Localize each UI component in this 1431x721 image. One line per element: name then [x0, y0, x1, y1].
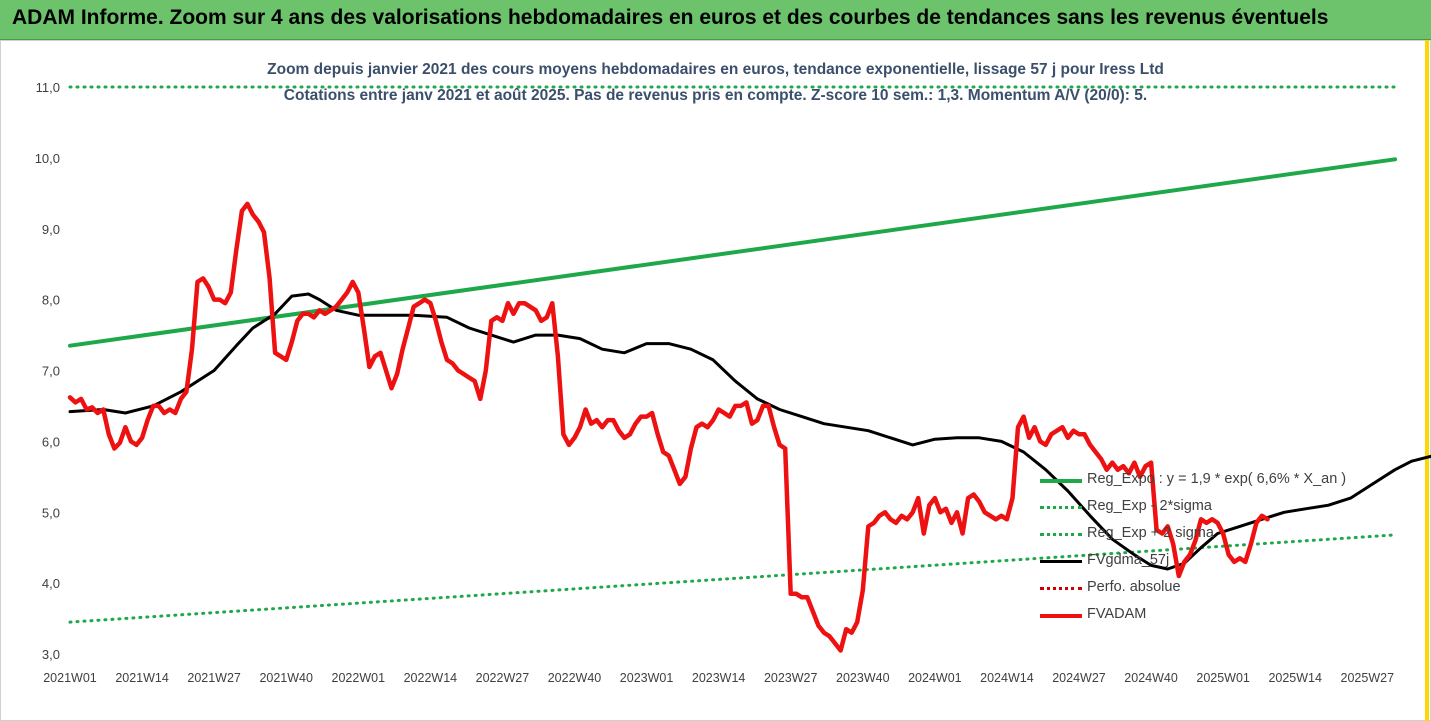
x-tick-label: 2023W40: [836, 671, 890, 685]
legend-label: Reg_Exp + 2 sigma: [1087, 525, 1214, 541]
x-tick-label: 2021W01: [43, 671, 97, 685]
series-line-fvgdma-57j: [68, 292, 1431, 571]
x-tick-label: 2023W01: [620, 671, 674, 685]
x-tick-label: 2021W40: [259, 671, 313, 685]
series-layer: [67, 85, 1431, 653]
y-tick-label: 9,0: [42, 222, 60, 237]
x-tick-label: 2021W27: [187, 671, 241, 685]
x-axis-labels: 2021W01 2021W14 2021W27 2021W40 2022W01 2022W…: [43, 671, 1394, 685]
y-tick-label: 6,0: [42, 434, 60, 449]
y-tick-label: 5,0: [42, 505, 60, 520]
x-tick-label: 2024W27: [1052, 671, 1106, 685]
legend-label: Perfo. absolue: [1087, 579, 1181, 595]
x-tick-label: 2025W27: [1341, 671, 1395, 685]
legend-label: FVADAM: [1087, 606, 1147, 622]
y-tick-label: 10,0: [35, 151, 60, 166]
x-tick-label: 2021W14: [115, 671, 169, 685]
legend-swatch: [1040, 479, 1082, 483]
y-tick-label: 3,0: [42, 647, 60, 662]
x-tick-label: 2023W27: [764, 671, 818, 685]
legend-label: FVgdma_57j: [1087, 552, 1170, 568]
x-tick-label: 2025W14: [1268, 671, 1322, 685]
legend-label: Reg_Expo : y = 1,9 * exp( 6,6% * X_an ): [1087, 471, 1347, 487]
x-tick-label: 2025W01: [1196, 671, 1250, 685]
chart-title: Zoom depuis janvier 2021 des cours moyen…: [267, 61, 1164, 78]
x-tick-label: 2022W27: [476, 671, 530, 685]
legend-item-reg-expo: Reg_Expo : y = 1,9 * exp( 6,6% * X_an ): [1040, 470, 1370, 490]
series-line-reg-expo: [68, 157, 1397, 348]
title-banner: ADAM Informe. Zoom sur 4 ans des valoris…: [0, 0, 1431, 40]
legend-swatch: [1040, 560, 1082, 563]
x-tick-label: 2024W40: [1124, 671, 1178, 685]
x-tick-label: 2024W01: [908, 671, 962, 685]
frame-edge-accent: [1425, 40, 1429, 721]
series-line-fvadam: [67, 201, 1270, 653]
y-tick-label: 7,0: [42, 364, 60, 379]
chart-subtitle: Cotations entre janv 2021 et août 2025. …: [283, 87, 1148, 104]
x-tick-label: 2023W14: [692, 671, 746, 685]
y-tick-label: 8,0: [42, 293, 60, 308]
legend-item-fvgdma-57j: FVgdma_57j: [1040, 551, 1370, 571]
legend-item-reg-minus-2sigma: Reg_Exp - 2*sigma: [1040, 497, 1370, 517]
y-tick-label: 4,0: [42, 576, 60, 591]
legend-item-fvadam: FVADAM: [1040, 605, 1370, 625]
y-axis-labels: 3,0 4,0 5,0 6,0 7,0 8,0 9,0 10,0 11,0: [35, 80, 60, 662]
legend-swatch: [1040, 506, 1082, 509]
x-tick-label: 2022W01: [332, 671, 386, 685]
y-tick-label: 11,0: [36, 80, 60, 95]
x-tick-label: 2022W14: [404, 671, 458, 685]
legend-item-perfo-absolue: Perfo. absolue: [1040, 578, 1370, 598]
legend-swatch: [1040, 614, 1082, 618]
x-tick-label: 2024W14: [980, 671, 1034, 685]
page-title: ADAM Informe. Zoom sur 4 ans des valoris…: [12, 6, 1329, 29]
line-chart: 3,04,05,06,07,08,09,010,011,0 2021W01 202…: [35, 80, 1431, 685]
legend-swatch: [1040, 587, 1082, 590]
legend-label: Reg_Exp - 2*sigma: [1087, 498, 1212, 514]
x-tick-label: 2022W40: [548, 671, 602, 685]
legend-item-reg-plus-2sigma: Reg_Exp + 2 sigma: [1040, 524, 1370, 544]
legend-swatch: [1040, 533, 1082, 536]
